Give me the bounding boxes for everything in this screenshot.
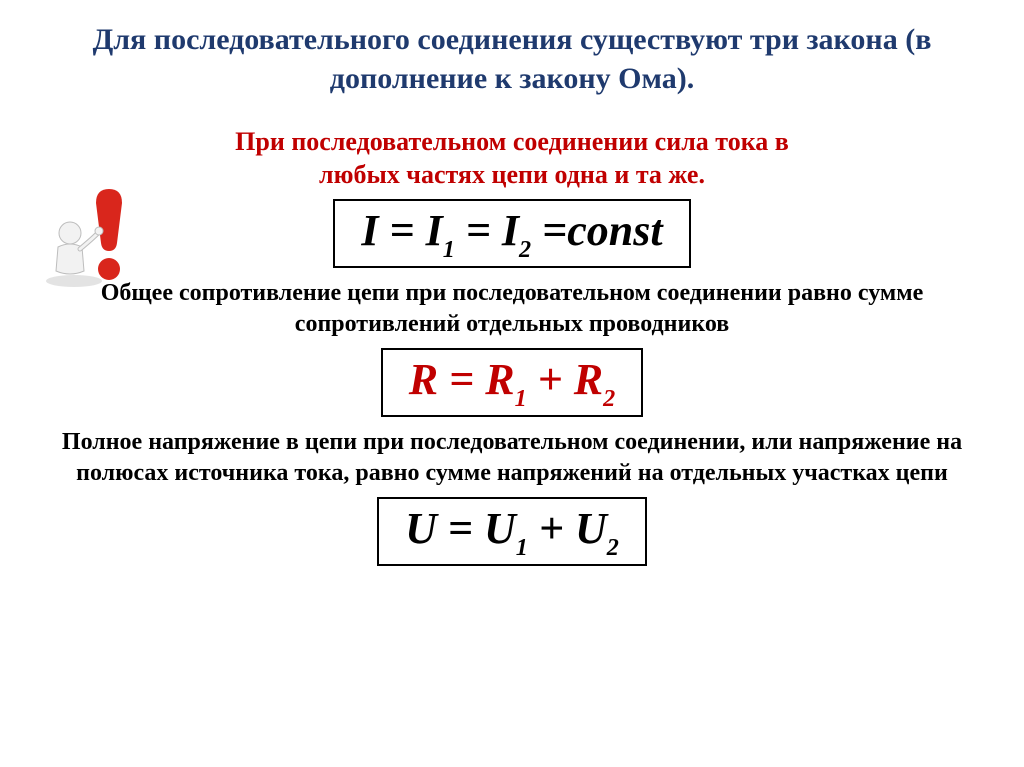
law3-text: Полное напряжение в цепи при последовате… bbox=[40, 427, 984, 489]
slide-title: Для последовательного соединения существ… bbox=[40, 20, 984, 98]
law2-text: Общее сопротивление цепи при последовате… bbox=[40, 278, 984, 340]
law1-line-a: При последовательном соединении сила ток… bbox=[235, 127, 789, 156]
law3-formula: U = U1 + U2 bbox=[405, 504, 619, 553]
law1-formula-row: I = I1 = I2 =const bbox=[40, 199, 984, 268]
law2-formula-box: R = R1 + R2 bbox=[381, 348, 643, 417]
law1-line-b: любых частях цепи одна и та же. bbox=[319, 160, 705, 189]
law2-formula: R = R1 + R2 bbox=[409, 355, 615, 404]
law3-formula-row: U = U1 + U2 bbox=[40, 497, 984, 566]
law2-formula-row: R = R1 + R2 bbox=[40, 348, 984, 417]
law1-formula: I = I1 = I2 =const bbox=[361, 206, 662, 255]
law1-formula-box: I = I1 = I2 =const bbox=[333, 199, 690, 268]
law3-formula-box: U = U1 + U2 bbox=[377, 497, 647, 566]
exclamation-icon bbox=[34, 181, 154, 281]
law1-subtitle: При последовательном соединении сила ток… bbox=[40, 126, 984, 191]
